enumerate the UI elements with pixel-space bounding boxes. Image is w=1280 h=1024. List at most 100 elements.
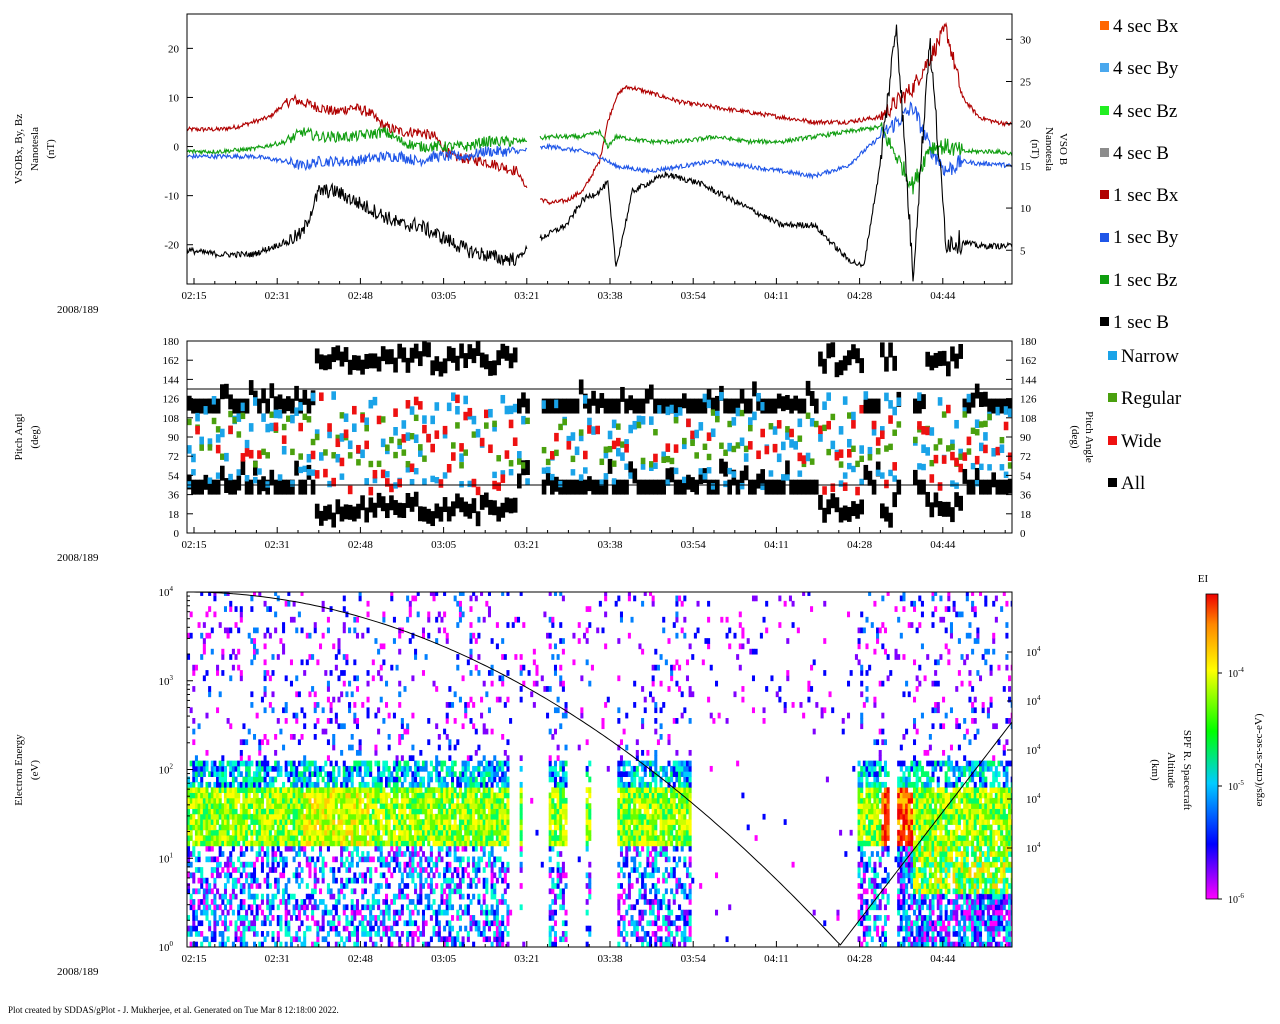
spectrogram-cell bbox=[305, 632, 309, 639]
spectrogram-cell bbox=[342, 925, 346, 932]
spectrogram-cell bbox=[295, 819, 299, 825]
spectrogram-cell bbox=[641, 941, 645, 947]
spectrogram-cell bbox=[260, 792, 264, 799]
spectrogram-cell bbox=[617, 744, 621, 751]
spectrogram-cell bbox=[363, 888, 367, 895]
spectrogram-cell bbox=[305, 776, 309, 783]
spectrogram-cell bbox=[297, 851, 301, 857]
pa-cell-all bbox=[628, 395, 633, 411]
spectrogram-cell bbox=[406, 872, 410, 879]
spectrogram-cell bbox=[416, 611, 420, 618]
spectrogram-cell bbox=[424, 867, 428, 873]
spectrogram-cell bbox=[469, 755, 473, 762]
pa-cell-wide bbox=[937, 482, 943, 491]
spectrogram-cell bbox=[400, 877, 404, 884]
spectrogram-cell bbox=[485, 600, 489, 607]
spectrogram-cell bbox=[250, 819, 254, 825]
spectrogram-cell bbox=[374, 760, 378, 767]
spectrogram-cell bbox=[480, 760, 484, 767]
spectrogram-cell bbox=[461, 776, 465, 783]
spectrogram-cell bbox=[427, 739, 431, 746]
magnetic-field-series bbox=[187, 22, 1012, 282]
spectrogram-cell bbox=[229, 723, 233, 730]
pa-cell-regular bbox=[385, 444, 390, 451]
spectrogram-cell bbox=[395, 819, 399, 825]
spectrogram-cell bbox=[641, 824, 645, 831]
spectrogram-cell bbox=[287, 760, 291, 767]
spectrogram-cell bbox=[414, 835, 418, 841]
spectrogram-cell bbox=[223, 808, 227, 815]
pa-cell-regular bbox=[306, 416, 312, 423]
pa-cell-all bbox=[343, 504, 349, 520]
pa-ytick-right-label: 72 bbox=[1020, 451, 1031, 463]
spectrogram-cell bbox=[458, 776, 462, 783]
spectrogram-cell bbox=[448, 899, 452, 905]
pa-cell-all bbox=[768, 398, 774, 414]
spectrogram-cell bbox=[643, 797, 647, 804]
pa-cell-wide bbox=[228, 425, 233, 435]
spectrogram-cell bbox=[480, 813, 484, 820]
spectrogram-cell bbox=[223, 835, 227, 841]
spectrogram-cell bbox=[316, 765, 320, 772]
spectrogram-cell bbox=[517, 616, 521, 623]
pa-cell-wide bbox=[475, 486, 481, 496]
spectrogram-cell bbox=[274, 808, 278, 815]
pa-cell-wide bbox=[257, 450, 262, 459]
spectrogram-cell bbox=[358, 835, 362, 841]
spectrogram-cell bbox=[234, 606, 238, 612]
spectrogram-cell bbox=[284, 787, 288, 793]
pa-cell-regular bbox=[253, 461, 258, 468]
pa-cell-wide bbox=[847, 449, 852, 458]
spectrogram-cell bbox=[308, 829, 312, 836]
pa-cell-wide bbox=[451, 452, 456, 461]
pa-cell-narrow bbox=[327, 480, 332, 488]
spectrogram-cell bbox=[419, 899, 423, 905]
spectrogram-cell bbox=[651, 819, 655, 825]
spectrogram-cell bbox=[419, 781, 423, 788]
spectrogram-cell bbox=[622, 899, 626, 905]
spectrogram-cell bbox=[279, 771, 283, 777]
spectrogram-cell bbox=[395, 861, 399, 868]
spectrogram-cell bbox=[326, 941, 330, 947]
spectrogram-cell bbox=[239, 749, 243, 756]
spectrogram-cell bbox=[635, 925, 639, 932]
spectrogram-cell bbox=[392, 712, 396, 719]
pa-cell-regular bbox=[966, 448, 972, 455]
spectrogram-cell bbox=[553, 670, 557, 676]
spectrogram-cell bbox=[189, 925, 193, 932]
spectrogram-cell bbox=[461, 840, 465, 847]
spectrogram-cell bbox=[474, 819, 478, 825]
pa-cell-all bbox=[244, 398, 250, 414]
spectrogram-cell bbox=[355, 931, 359, 937]
spectrogram-cell bbox=[231, 792, 235, 799]
spectrogram-cell bbox=[466, 787, 470, 793]
spectrogram-cell bbox=[316, 819, 320, 825]
spectrogram-cell bbox=[585, 829, 589, 836]
spectrogram-cell bbox=[247, 781, 251, 788]
spectrogram-cell bbox=[466, 781, 470, 788]
spectrogram-cell bbox=[651, 803, 655, 809]
spectrogram-cell bbox=[276, 835, 280, 841]
spectrogram-cell bbox=[635, 787, 639, 793]
spectrogram-cell bbox=[258, 765, 262, 772]
pa-ytick-right-label: 36 bbox=[1020, 490, 1032, 502]
spectrogram-cell bbox=[464, 829, 468, 836]
spectrogram-cell bbox=[337, 696, 341, 703]
spectrogram-cell bbox=[187, 792, 191, 799]
spectrogram-cell bbox=[398, 915, 402, 921]
spectrogram-cell bbox=[297, 776, 301, 783]
pa-cell-narrow bbox=[281, 445, 287, 455]
spectrogram-cell bbox=[213, 592, 217, 596]
pa-cell-all bbox=[376, 492, 382, 508]
pa-cell-all bbox=[954, 353, 959, 369]
spectrogram-cell bbox=[490, 765, 494, 772]
spectrogram-cell bbox=[641, 893, 645, 900]
mag-ytick-left-label: -10 bbox=[164, 191, 179, 203]
spectrogram-cell bbox=[324, 829, 328, 836]
spectrogram-cell bbox=[208, 824, 212, 831]
spectrogram-cell bbox=[226, 803, 230, 809]
spectrogram-cell bbox=[329, 835, 333, 841]
spectrogram-cell bbox=[440, 760, 444, 767]
spectrogram-cell bbox=[440, 797, 444, 804]
spectrogram-cell bbox=[361, 776, 365, 783]
